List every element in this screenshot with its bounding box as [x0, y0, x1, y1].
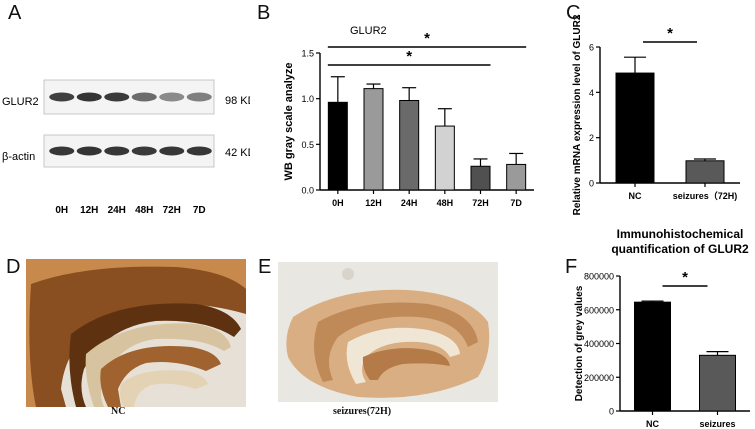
y-tick-label: 400000: [584, 339, 614, 349]
chart-c: 0 2 4 6 NC seizures（72H) Relative mRNA express…: [572, 14, 740, 215]
y-axis-label: WB gray scale analyze: [283, 62, 295, 180]
x-tick-label: NC: [646, 419, 659, 429]
bar: [327, 101, 348, 191]
x-tick-label: 0H: [332, 198, 344, 208]
blot-band-actin: [49, 146, 75, 156]
ihc-image-seizures: [278, 262, 498, 402]
x-tick-label: seizures: [699, 419, 735, 429]
y-tick-label: 0.5: [301, 140, 314, 150]
blot-lane-label: 48H: [135, 205, 153, 216]
blot-band-glur2: [186, 92, 212, 102]
blot-size-actin: 42 KD: [225, 147, 250, 159]
bar: [634, 301, 671, 412]
panel-label-b: B: [257, 2, 271, 24]
blot-label-glur2: GLUR2: [2, 96, 39, 108]
y-tick-label: 1.0: [301, 94, 314, 104]
blot-lane-label: 0H: [55, 205, 68, 216]
panel-label-e: E: [258, 256, 272, 278]
bar: [363, 88, 384, 191]
ihc-caption-seizures: seizures(72H): [333, 406, 392, 417]
x-tick-label: 48H: [437, 198, 454, 208]
y-tick-label: 0: [609, 407, 614, 417]
x-tick-label: 7D: [510, 198, 522, 208]
blot-band-actin: [159, 146, 185, 156]
bar: [399, 99, 420, 191]
y-tick-label: 4: [589, 88, 594, 98]
chart-title-line: quantification of GLUR2: [611, 242, 749, 256]
chart-f: 0 200000 400000 600000 800000 NC seizures Detec…: [574, 227, 750, 429]
blot-band-actin: [104, 146, 130, 156]
x-tick-label: 24H: [401, 198, 418, 208]
x-tick-label: 12H: [365, 198, 382, 208]
significance-star: *: [424, 30, 430, 47]
y-tick-label: 6: [589, 43, 594, 53]
y-tick-label: 0: [589, 179, 594, 189]
blot-band-glur2: [131, 92, 157, 102]
bar: [699, 354, 736, 412]
chart-title: GLUR2: [350, 25, 387, 37]
blot-band-glur2: [159, 92, 185, 102]
significance-star: *: [667, 25, 673, 42]
blot-label-actin: β-actin: [2, 151, 35, 163]
panel-label-c: C: [566, 2, 581, 24]
y-axis-label: Relative mRNA expression level of GLUR2: [572, 14, 583, 215]
blot-band-actin: [76, 146, 102, 156]
chart-b: 0.0 0.5 1.0 1.5 0H 12H 24H 48H 72H 7D WB gray scal…: [283, 25, 534, 208]
blot-lane-label: 24H: [108, 205, 126, 216]
significance-star: *: [682, 269, 688, 286]
bar: [615, 72, 655, 184]
bar: [506, 163, 527, 191]
x-tick-label: 72H: [472, 198, 489, 208]
blot-band-actin: [186, 146, 212, 156]
panel-label-f: F: [565, 256, 578, 278]
bar: [434, 125, 455, 191]
x-tick-label: seizures（72H): [673, 191, 738, 201]
chart-title-line: Immunohistochemical: [617, 227, 744, 241]
blot-lane-label: 12H: [80, 205, 98, 216]
blot-size-glur2: 98 KD: [225, 95, 250, 107]
y-tick-label: 2: [589, 133, 594, 143]
bar: [685, 160, 725, 184]
y-tick-label: 800000: [584, 272, 614, 282]
bar: [470, 165, 491, 191]
blot-band-actin: [131, 146, 157, 156]
y-tick-label: 600000: [584, 305, 614, 315]
western-blot: GLUR2 β-actin 98 KD 42 KD 0H 12H 24H 48H 72H…: [2, 79, 250, 216]
significance-star: *: [406, 48, 412, 65]
x-tick-label: NC: [629, 191, 642, 201]
ihc-caption-nc: NC: [111, 406, 126, 417]
panel-label-a: A: [8, 2, 22, 24]
blot-lane-label: 7D: [193, 205, 206, 216]
y-tick-label: 200000: [584, 373, 614, 383]
ihc-image-nc: [26, 259, 246, 407]
blot-band-glur2: [104, 92, 130, 102]
blot-band-glur2: [49, 92, 75, 102]
panel-label-d: D: [6, 256, 21, 278]
y-tick-label: 0.0: [301, 186, 314, 196]
blot-lane-label: 72H: [163, 205, 181, 216]
y-axis-label: Detection of grey values: [574, 285, 585, 401]
blot-band-glur2: [76, 92, 102, 102]
y-tick-label: 1.5: [301, 49, 314, 59]
